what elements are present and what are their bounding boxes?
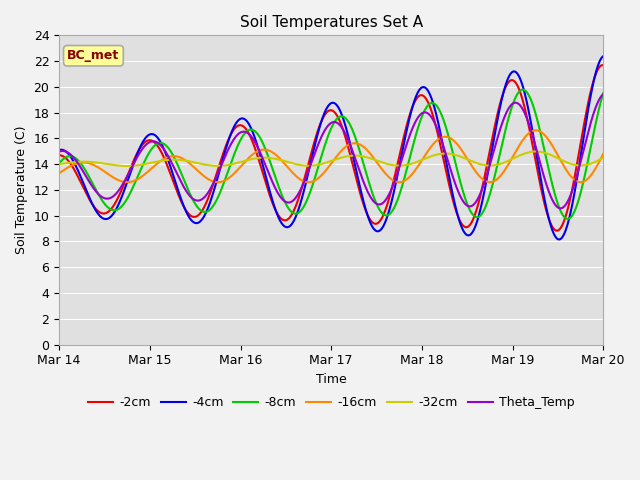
-16cm bbox=[320, 170, 328, 176]
-32cm bbox=[83, 159, 91, 165]
-8cm bbox=[484, 199, 492, 204]
Line: -2cm: -2cm bbox=[59, 65, 604, 231]
-32cm bbox=[532, 149, 540, 155]
-16cm bbox=[83, 160, 91, 166]
Line: Theta_Temp: Theta_Temp bbox=[59, 94, 604, 208]
-16cm bbox=[584, 176, 592, 181]
-16cm bbox=[532, 127, 540, 133]
X-axis label: Time: Time bbox=[316, 373, 347, 386]
Line: -4cm: -4cm bbox=[59, 56, 604, 240]
-4cm bbox=[320, 112, 328, 118]
-4cm bbox=[600, 53, 607, 59]
-32cm bbox=[484, 163, 492, 168]
-2cm bbox=[598, 62, 606, 68]
-32cm bbox=[584, 162, 592, 168]
-8cm bbox=[55, 160, 63, 166]
-32cm bbox=[306, 163, 314, 168]
-32cm bbox=[600, 155, 607, 161]
-32cm bbox=[584, 162, 591, 168]
-4cm bbox=[556, 237, 563, 242]
-2cm bbox=[584, 104, 591, 109]
Theta_Temp bbox=[83, 175, 91, 180]
-8cm bbox=[600, 90, 607, 96]
Line: -16cm: -16cm bbox=[59, 130, 604, 182]
Line: -32cm: -32cm bbox=[59, 152, 604, 166]
-32cm bbox=[124, 163, 131, 169]
Line: -8cm: -8cm bbox=[59, 90, 604, 219]
-16cm bbox=[306, 179, 314, 185]
Theta_Temp bbox=[320, 130, 328, 135]
-2cm bbox=[320, 114, 328, 120]
-2cm bbox=[305, 157, 313, 163]
-16cm bbox=[584, 176, 591, 182]
-4cm bbox=[83, 189, 91, 195]
-8cm bbox=[584, 157, 592, 163]
-8cm bbox=[564, 216, 572, 222]
-2cm bbox=[600, 62, 607, 68]
-4cm bbox=[584, 109, 591, 115]
-8cm bbox=[320, 146, 328, 152]
-16cm bbox=[55, 170, 63, 176]
-8cm bbox=[519, 87, 527, 93]
Theta_Temp bbox=[584, 131, 591, 137]
Theta_Temp bbox=[55, 149, 63, 155]
-4cm bbox=[305, 166, 313, 171]
-2cm bbox=[553, 228, 561, 234]
Legend: -2cm, -4cm, -8cm, -16cm, -32cm, Theta_Temp: -2cm, -4cm, -8cm, -16cm, -32cm, Theta_Te… bbox=[83, 391, 579, 414]
Theta_Temp bbox=[484, 170, 492, 176]
-2cm bbox=[83, 192, 91, 198]
-4cm bbox=[55, 147, 63, 153]
Theta_Temp bbox=[557, 205, 564, 211]
Title: Soil Temperatures Set A: Soil Temperatures Set A bbox=[239, 15, 423, 30]
Y-axis label: Soil Temperature (C): Soil Temperature (C) bbox=[15, 126, 28, 254]
-2cm bbox=[55, 152, 63, 158]
Theta_Temp bbox=[305, 166, 313, 171]
-2cm bbox=[484, 159, 492, 165]
Theta_Temp bbox=[600, 91, 607, 97]
Text: BC_met: BC_met bbox=[67, 49, 120, 62]
-4cm bbox=[584, 111, 591, 117]
-8cm bbox=[584, 159, 591, 165]
-8cm bbox=[305, 192, 313, 197]
-16cm bbox=[214, 180, 221, 185]
-16cm bbox=[484, 179, 492, 185]
-2cm bbox=[584, 102, 591, 108]
-32cm bbox=[55, 161, 63, 167]
Theta_Temp bbox=[584, 132, 591, 138]
-16cm bbox=[600, 151, 607, 157]
-4cm bbox=[484, 172, 492, 178]
-8cm bbox=[83, 170, 91, 176]
-32cm bbox=[320, 160, 328, 166]
